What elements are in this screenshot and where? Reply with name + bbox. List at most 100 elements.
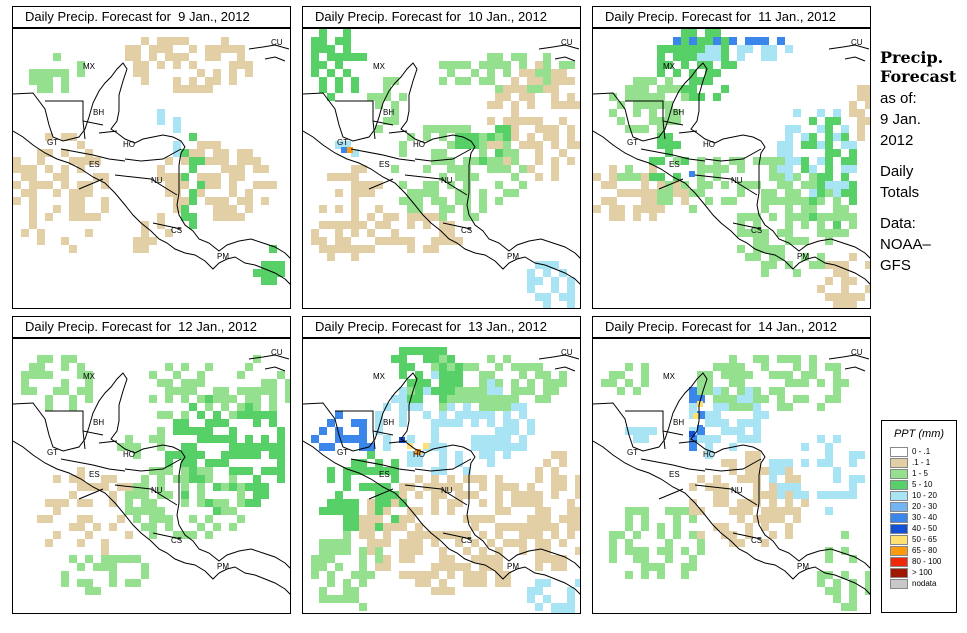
precip-cell [479,483,487,491]
precip-cell [833,475,841,483]
precip-cell [567,531,575,539]
precip-cell [359,427,367,435]
precip-cell [817,197,825,205]
precip-cell [45,85,53,93]
precip-cell [29,69,37,77]
precip-cell [69,475,77,483]
precip-cell [197,379,205,387]
precip-cell [141,571,149,579]
precip-cell [753,411,761,419]
precip-cell [463,165,471,173]
precip-cell [85,371,93,379]
precip-cell [841,603,849,611]
precip-cell [809,363,817,371]
precip-cell [237,213,245,221]
precip-cell [423,245,431,253]
precip-cell [567,77,575,85]
precip-cell [689,77,697,85]
precip-cell [221,205,229,213]
precip-cell [567,611,575,613]
precip-cell [785,181,793,189]
legend-item: 50 - 65 [890,534,956,545]
precip-cell [543,595,551,603]
precip-cell [777,355,785,363]
precip-cell [567,603,575,611]
precip-cell [777,515,785,523]
precip-cell [165,379,173,387]
precip-cell [447,555,455,563]
precip-cell [559,61,567,69]
precip-cell [551,133,559,141]
coastline-pacific [593,130,870,285]
precip-cell [359,523,367,531]
precip-cell [809,141,817,149]
precip-cell [69,189,77,197]
precip-cell [479,435,487,443]
precip-cell [351,507,359,515]
precip-cell [327,45,335,53]
precip-cell [833,293,841,301]
precip-cell [801,371,809,379]
precip-cell [657,547,665,555]
precip-cell [681,507,689,515]
precip-cell [375,539,383,547]
precip-cell [383,563,391,571]
precip-cell [149,499,157,507]
precip-cell [785,229,793,237]
precip-cell [825,547,833,555]
precip-cell [495,435,503,443]
precip-cell [197,173,205,181]
precip-cell [543,555,551,563]
precip-cell [351,53,359,61]
precip-cell [567,301,575,308]
precip-cell [527,269,535,277]
precip-cell [245,363,253,371]
precip-cell [673,189,681,197]
precip-cell [527,523,535,531]
precip-cell [633,101,641,109]
precip-cell [495,563,503,571]
precip-cell [793,125,801,133]
precip-cell [479,205,487,213]
precip-cell [841,141,849,149]
precip-cell [229,451,237,459]
precip-cell [543,69,551,77]
legend-swatch [890,468,908,479]
precip-cell [769,261,777,269]
legend-label: nodata [912,579,937,588]
precip-cell [689,435,697,443]
precip-cell [793,197,801,205]
precip-cell [165,491,173,499]
precip-cell [85,555,93,563]
precip-cell [769,507,777,515]
precip-cell [237,149,245,157]
country-label-cu: CU [851,348,863,357]
precip-cell [221,483,229,491]
precip-cell [769,157,777,165]
precip-cell [221,165,229,173]
precip-cell [439,395,447,403]
precip-cell [495,499,503,507]
precip-cell [213,523,221,531]
precip-cell [351,149,359,157]
precip-cell [609,539,617,547]
precip-cell [617,101,625,109]
precip-cell [793,237,801,245]
precip-cell [857,109,865,117]
precip-cell [479,395,487,403]
precip-cell [745,499,753,507]
precip-cell [375,237,383,245]
precip-cell [769,53,777,61]
precip-cell [367,93,375,101]
precip-cell [399,539,407,547]
precip-cell [375,427,383,435]
precip-cell [559,149,567,157]
precip-cell [535,587,543,595]
precip-cell [77,197,85,205]
precip-cell [761,467,769,475]
precip-cell [439,157,447,165]
precip-cell [383,531,391,539]
precip-cell [221,197,229,205]
precip-cell [849,459,857,467]
